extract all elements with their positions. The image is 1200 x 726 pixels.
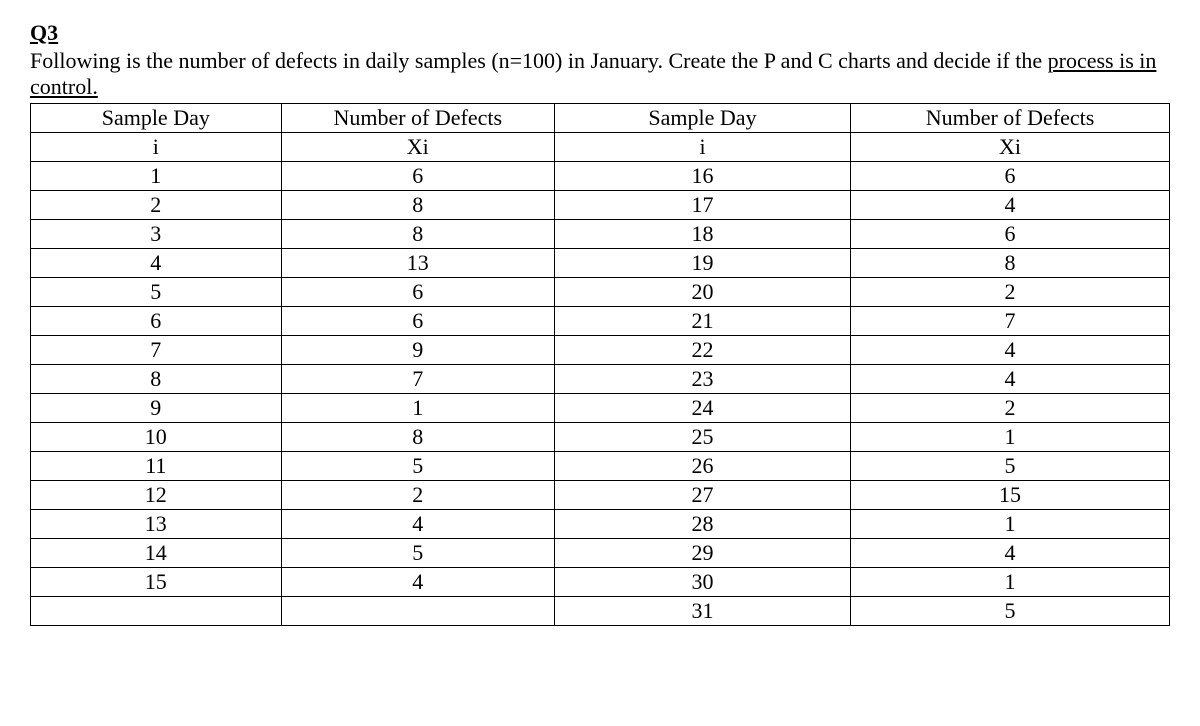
table-row: 66217	[31, 306, 1170, 335]
table-cell: 4	[31, 248, 282, 277]
header-sample-day-1: Sample Day	[31, 103, 282, 132]
table-cell: 6	[281, 161, 554, 190]
table-cell: 4	[851, 538, 1170, 567]
table-cell: 18	[554, 219, 850, 248]
table-cell: 4	[281, 567, 554, 596]
question-block: Q3 Following is the number of defects in…	[30, 20, 1170, 101]
table-row: 413198	[31, 248, 1170, 277]
table-cell: 16	[554, 161, 850, 190]
question-label: Q3	[30, 20, 1170, 46]
table-cell: 4	[851, 335, 1170, 364]
table-cell: 8	[281, 219, 554, 248]
table-cell: 7	[31, 335, 282, 364]
table-cell: 29	[554, 538, 850, 567]
table-header-row-2: i Xi i Xi	[31, 132, 1170, 161]
table-cell: 8	[281, 190, 554, 219]
table-cell: 9	[31, 393, 282, 422]
table-cell: 28	[554, 509, 850, 538]
table-cell: 5	[31, 277, 282, 306]
table-cell: 15	[31, 567, 282, 596]
table-cell: 8	[31, 364, 282, 393]
table-cell: 24	[554, 393, 850, 422]
table-cell: 5	[851, 451, 1170, 480]
table-row: 1222715	[31, 480, 1170, 509]
table-cell	[281, 596, 554, 625]
table-cell: 20	[554, 277, 850, 306]
table-cell: 3	[31, 219, 282, 248]
table-cell: 5	[851, 596, 1170, 625]
table-cell: 5	[281, 538, 554, 567]
table-cell: 14	[31, 538, 282, 567]
header-defects-1: Number of Defects	[281, 103, 554, 132]
question-text-plain: Following is the number of defects in da…	[30, 48, 1048, 73]
table-cell: 6	[281, 277, 554, 306]
table-cell: 7	[281, 364, 554, 393]
table-cell: 22	[554, 335, 850, 364]
table-cell: 11	[31, 451, 282, 480]
table-cell: 2	[31, 190, 282, 219]
table-row: 134281	[31, 509, 1170, 538]
table-cell: 8	[851, 248, 1170, 277]
table-row: 108251	[31, 422, 1170, 451]
table-cell: 6	[851, 161, 1170, 190]
header-i-2: i	[554, 132, 850, 161]
table-cell: 4	[851, 190, 1170, 219]
table-cell: 9	[281, 335, 554, 364]
table-row: 87234	[31, 364, 1170, 393]
table-cell	[31, 596, 282, 625]
table-cell: 2	[281, 480, 554, 509]
table-cell: 1	[851, 509, 1170, 538]
table-cell: 8	[281, 422, 554, 451]
table-cell: 23	[554, 364, 850, 393]
table-row: 38186	[31, 219, 1170, 248]
table-cell: 12	[31, 480, 282, 509]
question-text: Following is the number of defects in da…	[30, 48, 1170, 101]
table-row: 145294	[31, 538, 1170, 567]
table-cell: 7	[851, 306, 1170, 335]
table-cell: 1	[851, 422, 1170, 451]
table-cell: 1	[281, 393, 554, 422]
table-cell: 19	[554, 248, 850, 277]
header-xi-2: Xi	[851, 132, 1170, 161]
table-cell: 1	[31, 161, 282, 190]
table-row: 16166	[31, 161, 1170, 190]
table-cell: 10	[31, 422, 282, 451]
table-cell: 1	[851, 567, 1170, 596]
data-table: Sample Day Number of Defects Sample Day …	[30, 103, 1170, 626]
table-row: 56202	[31, 277, 1170, 306]
table-row: 79224	[31, 335, 1170, 364]
table-cell: 25	[554, 422, 850, 451]
table-cell: 6	[281, 306, 554, 335]
table-header-row-1: Sample Day Number of Defects Sample Day …	[31, 103, 1170, 132]
table-cell: 2	[851, 277, 1170, 306]
table-cell: 15	[851, 480, 1170, 509]
table-cell: 13	[31, 509, 282, 538]
table-cell: 5	[281, 451, 554, 480]
table-cell: 6	[31, 306, 282, 335]
table-cell: 2	[851, 393, 1170, 422]
table-cell: 27	[554, 480, 850, 509]
table-cell: 4	[281, 509, 554, 538]
table-cell: 13	[281, 248, 554, 277]
table-row: 154301	[31, 567, 1170, 596]
table-cell: 30	[554, 567, 850, 596]
table-cell: 6	[851, 219, 1170, 248]
table-cell: 17	[554, 190, 850, 219]
table-cell: 4	[851, 364, 1170, 393]
table-row: 91242	[31, 393, 1170, 422]
header-i-1: i	[31, 132, 282, 161]
table-cell: 21	[554, 306, 850, 335]
table-row: 28174	[31, 190, 1170, 219]
table-row: 115265	[31, 451, 1170, 480]
header-defects-2: Number of Defects	[851, 103, 1170, 132]
table-row: 315	[31, 596, 1170, 625]
table-cell: 31	[554, 596, 850, 625]
header-xi-1: Xi	[281, 132, 554, 161]
header-sample-day-2: Sample Day	[554, 103, 850, 132]
table-cell: 26	[554, 451, 850, 480]
